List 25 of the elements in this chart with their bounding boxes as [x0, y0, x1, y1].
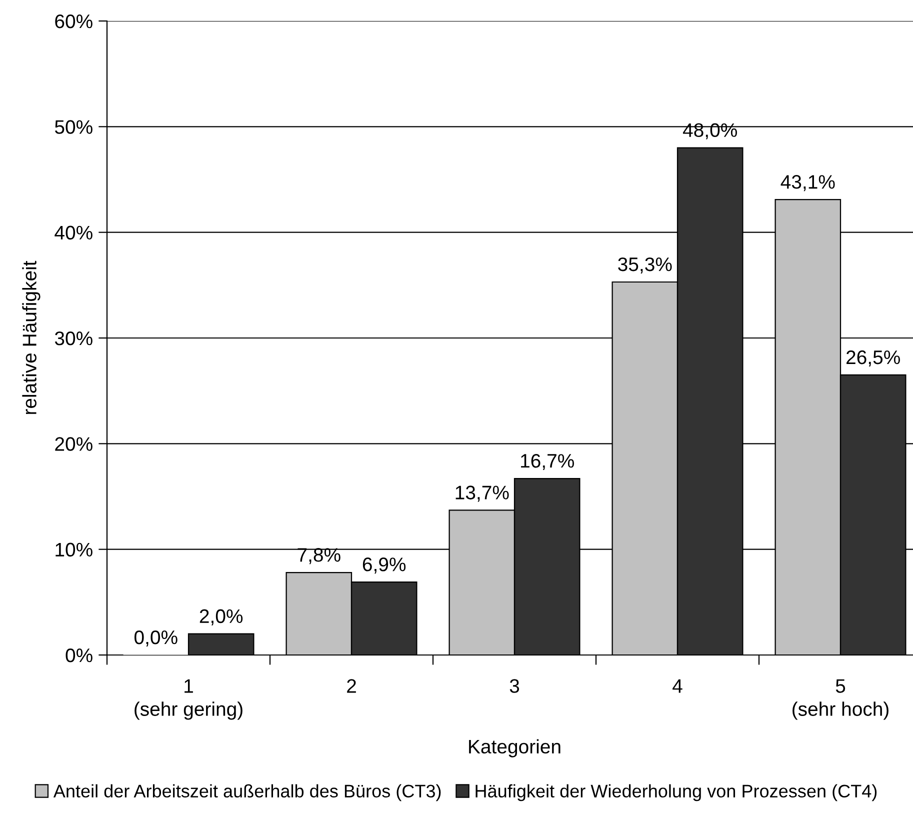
y-tick-label: 30%: [54, 331, 92, 346]
x-tick-label: 2: [347, 679, 356, 693]
data-label: 6,9%: [362, 558, 406, 574]
legend-label: Anteil der Arbeitszeit außerhalb des Büros (CT3): [53, 784, 441, 802]
data-label: 43,1%: [780, 175, 835, 192]
data-label: 13,7%: [456, 486, 509, 502]
x-tick-label: 3: [510, 679, 520, 693]
y-tick-label: 40%: [54, 226, 92, 240]
data-label: 35,3%: [618, 257, 672, 274]
y-tick-label: 50%: [54, 120, 92, 134]
x-tick-label: 5 (sehr hoch): [792, 679, 888, 720]
x-tick-label: 1 (sehr gering): [134, 679, 242, 720]
legend-label: Häufigkeit der Wiederholung von Prozessen (CT4): [476, 784, 877, 802]
data-label: 26,5%: [846, 350, 900, 366]
y-axis-title: relative Häufigkeit: [22, 260, 40, 414]
x-tick-label: 4: [672, 679, 682, 693]
y-tick-label: 0%: [66, 648, 92, 662]
data-label: 16,7%: [521, 454, 574, 470]
y-tick-label: 10%: [56, 542, 92, 557]
y-tick-label: 60%: [55, 14, 92, 28]
data-label: 48,0%: [682, 123, 737, 140]
y-tick-label: 20%: [55, 437, 92, 451]
data-label: 0,0%: [134, 630, 178, 647]
x-axis-title: Kategorien: [469, 739, 560, 758]
data-label: 2,0%: [200, 609, 243, 626]
